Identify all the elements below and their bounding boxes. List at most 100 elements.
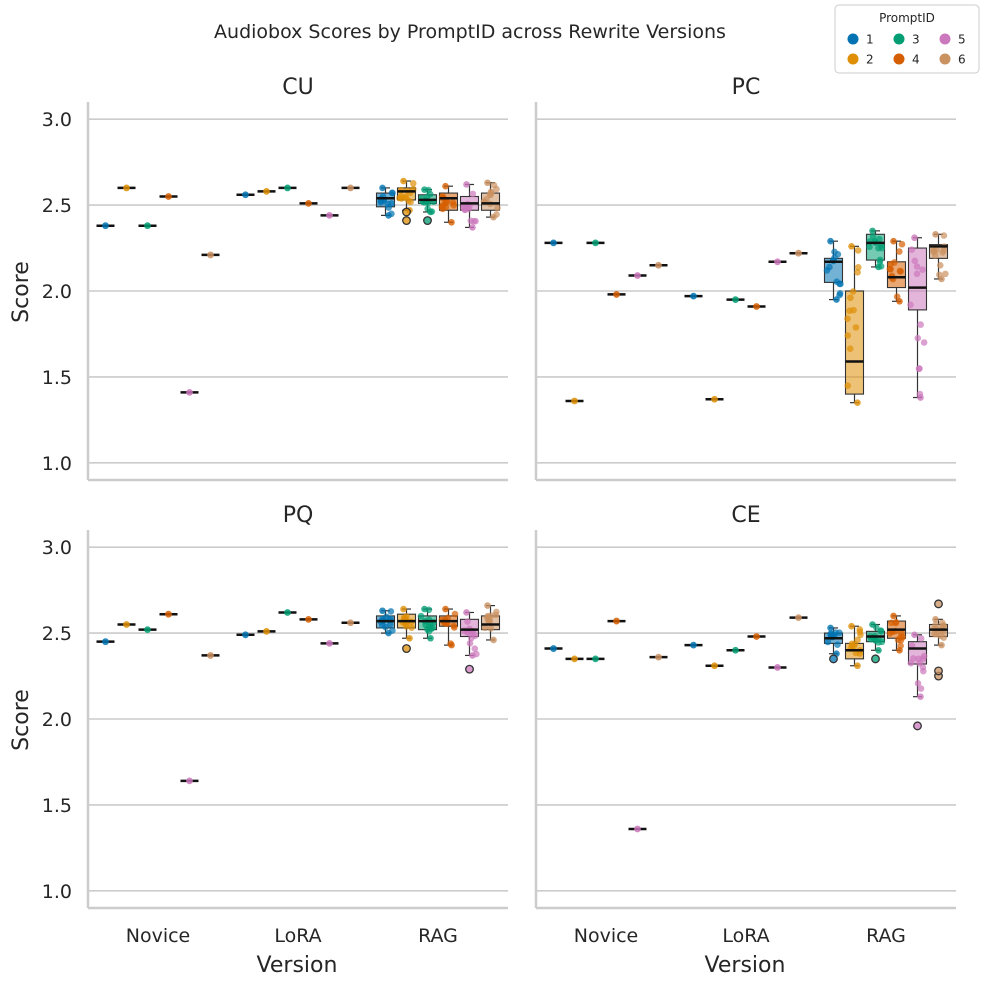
rag-sample-point-p6 [932, 252, 939, 259]
y-tick-label-2.0: 2.0 [42, 709, 72, 731]
rag-sample-point-p5 [919, 266, 926, 273]
rag-sample-point-p4 [887, 260, 894, 268]
rag-sample-point-p1 [385, 629, 392, 637]
rag-sample-point-p2 [850, 643, 857, 651]
rag-sample-point-p1 [831, 248, 838, 256]
legend-label-1: 1 [866, 33, 874, 47]
rag-sample-point-p4 [451, 610, 459, 618]
legend-marker-2 [847, 53, 859, 65]
panel-title-pc: PC [732, 75, 761, 100]
rag-sample-point-p4 [886, 630, 894, 637]
rag-sample-point-p4 [442, 182, 449, 190]
rag-sample-point-p6 [494, 204, 501, 212]
rag-sample-point-p2 [849, 288, 857, 295]
y-tick-label-3.0: 3.0 [42, 109, 72, 131]
novice-point-p6 [655, 653, 662, 661]
lora-point-p5 [774, 258, 781, 266]
panel-title-cu: CU [282, 75, 313, 100]
rag-sample-point-p3 [869, 227, 876, 235]
rag-sample-point-p5 [911, 234, 918, 242]
rag-sample-point-p1 [386, 620, 394, 628]
lora-point-p4 [753, 303, 760, 310]
y-axis-label-top: Score [9, 261, 34, 323]
novice-point-p1 [550, 239, 557, 247]
y-tick-label-1.5: 1.5 [42, 367, 72, 389]
rag-sample-point-p3 [421, 186, 428, 193]
rag-sample-point-p4 [890, 237, 897, 245]
rag-sample-point-p2 [409, 180, 417, 187]
rag-sample-point-p5 [917, 394, 924, 401]
rag-sample-point-p1 [389, 189, 396, 197]
lora-point-p5 [326, 640, 333, 647]
rag-sample-point-p1 [385, 204, 392, 211]
rag-box-p5 [907, 247, 928, 311]
novice-point-p2 [571, 397, 578, 405]
rag-sample-point-p6 [481, 624, 489, 632]
rag-sample-point-p5 [471, 632, 479, 640]
novice-point-p6 [207, 652, 214, 659]
rag-sample-point-p5 [471, 645, 479, 652]
rag-sample-point-p1 [387, 608, 395, 615]
lora-point-p2 [263, 187, 270, 195]
legend-label-2: 2 [866, 53, 874, 67]
legend-label-5: 5 [958, 33, 966, 47]
lora-point-p6 [347, 184, 354, 192]
rag-sample-point-p5 [911, 631, 918, 639]
rag-sample-point-p3 [426, 190, 434, 198]
rag-sample-point-p4 [896, 646, 903, 654]
rag-sample-point-p4 [442, 605, 449, 613]
rag-sample-point-p2 [856, 628, 864, 636]
lora-point-p1 [242, 631, 249, 639]
rag-sample-point-p3 [869, 621, 876, 628]
legend-marker-4 [893, 53, 905, 65]
novice-point-p4 [165, 610, 172, 618]
rag-sample-point-p6 [942, 270, 949, 278]
rag-sample-point-p1 [385, 212, 392, 219]
lora-point-p1 [242, 191, 249, 199]
rag-sample-point-p4 [898, 240, 906, 248]
rag-sample-point-p5 [463, 181, 470, 188]
rag-sample-point-p1 [379, 607, 386, 615]
legend-label-4: 4 [912, 53, 920, 67]
rag-sample-point-p5 [469, 190, 477, 198]
rag-sample-point-p6 [932, 231, 939, 238]
novice-point-p5 [186, 777, 193, 785]
rag-sample-point-p2 [406, 634, 413, 642]
x-tick-label-novice: Novice [574, 925, 639, 947]
rag-sample-point-p3 [872, 637, 879, 644]
rag-sample-point-p1 [379, 184, 386, 192]
rag-outlier-p1 [829, 654, 838, 664]
novice-point-p2 [123, 621, 130, 628]
rag-sample-point-p6 [936, 262, 944, 269]
rag-sample-point-p6 [938, 641, 945, 649]
rag-sample-point-p2 [854, 662, 861, 670]
x-tick-label-rag: RAG [418, 925, 458, 947]
rag-sample-point-p3 [878, 244, 886, 252]
novice-point-p3 [592, 239, 599, 247]
rag-outlier-p5 [913, 721, 922, 731]
panel-cu: CU 1.0 1.5 2.0 2.5 3.0 [42, 75, 508, 482]
rag-outlier-p6 [934, 666, 943, 676]
novice-point-p3 [144, 626, 151, 634]
rag-sample-point-p5 [911, 257, 919, 265]
rag-sample-point-p4 [450, 622, 458, 630]
rag-sample-point-p6 [487, 625, 495, 632]
lora-point-p4 [753, 633, 760, 640]
rag-sample-point-p3 [429, 624, 436, 632]
rag-sample-point-p4 [896, 298, 903, 305]
rag-sample-point-p1 [827, 624, 834, 632]
rag-sample-point-p2 [408, 624, 415, 631]
x-axis-label-right: Version [705, 953, 786, 978]
panel-pq: PQ 1.0 1.5 2.0 2.5 3.0 Novice LoRA RAG [42, 503, 508, 947]
panel-ce: CE Novice LoRA RAG [534, 503, 956, 947]
legend-title: PromptID [879, 11, 935, 25]
lora-point-p2 [711, 395, 718, 403]
y-tick-label-2.0: 2.0 [42, 281, 72, 303]
rag-sample-point-p5 [917, 685, 925, 692]
rag-sample-point-p5 [472, 217, 479, 225]
rag-outlier-p2 [402, 644, 411, 654]
rag-sample-point-p4 [443, 198, 451, 206]
novice-point-p4 [165, 193, 172, 200]
rag-sample-point-p6 [940, 622, 948, 629]
